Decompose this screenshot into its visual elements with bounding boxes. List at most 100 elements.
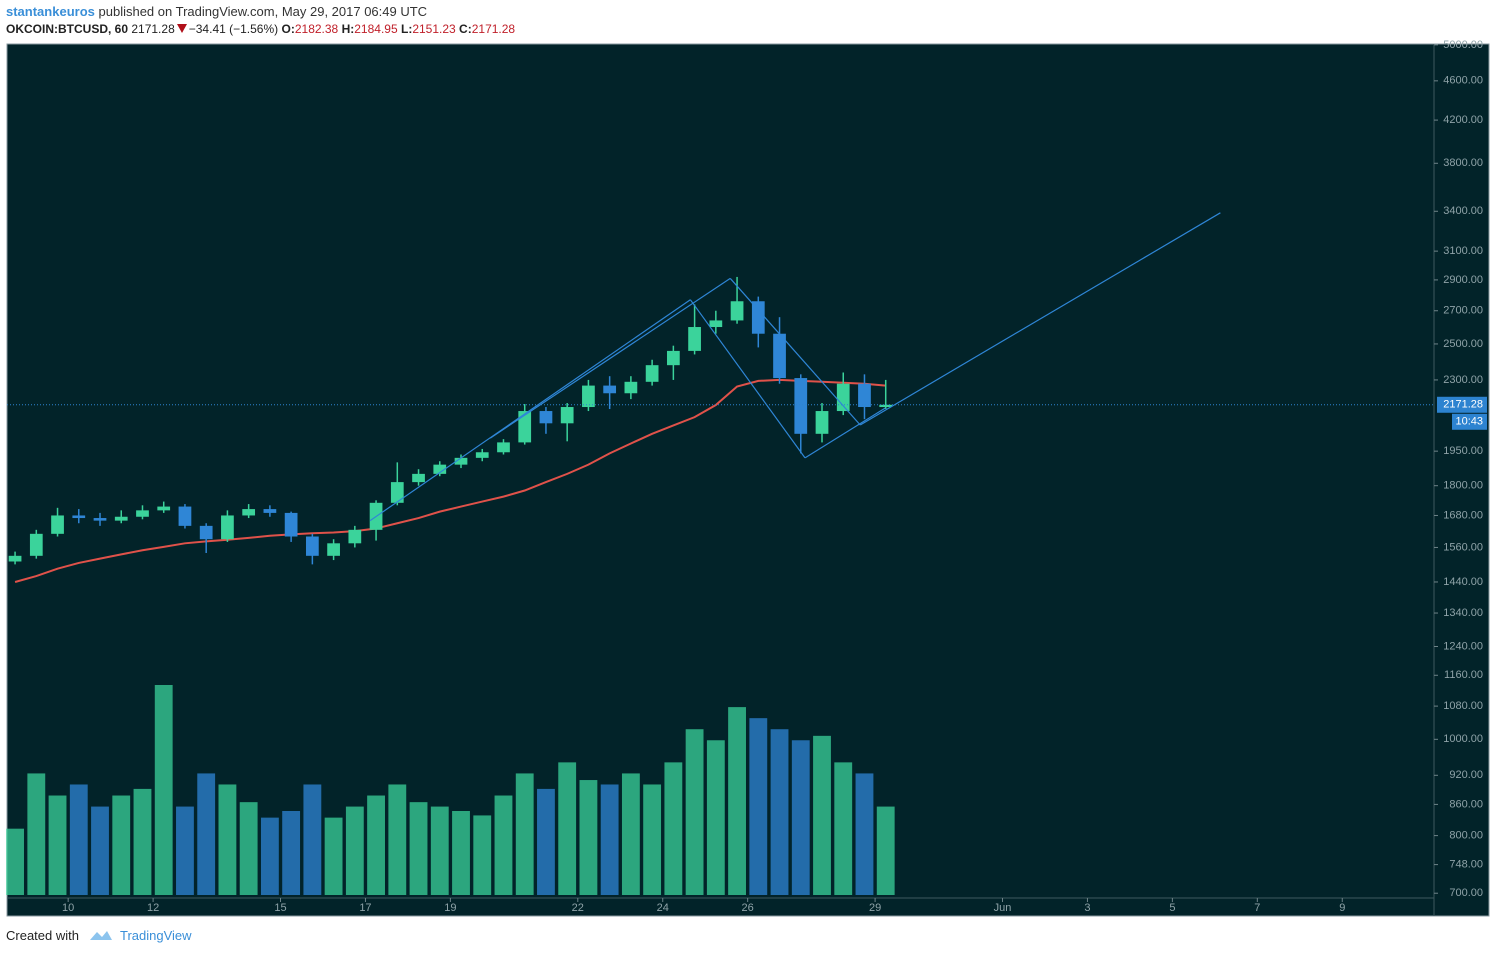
volume-bar: [706, 740, 725, 895]
candle-body: [560, 407, 574, 424]
author[interactable]: stantankeuros: [6, 4, 95, 19]
candle-body: [666, 350, 680, 366]
candle-body: [8, 555, 22, 562]
candle-body: [51, 515, 64, 534]
y-tick-label: 1800.00: [1443, 480, 1483, 492]
candle-body: [858, 383, 871, 408]
candle-body: [582, 385, 595, 408]
brand[interactable]: TradingView: [120, 928, 192, 943]
volume-bar: [430, 806, 449, 895]
candle-body: [539, 411, 553, 424]
y-tick-label: 1080.00: [1443, 700, 1483, 712]
volume-bar: [6, 828, 24, 895]
y-tick-label: 2900.00: [1443, 274, 1483, 286]
x-tick-label: 5: [1169, 902, 1175, 914]
candle-body: [688, 327, 701, 351]
volume-bar: [728, 707, 746, 895]
candle-body: [136, 510, 149, 517]
open: 2182.38: [294, 22, 339, 36]
y-tick-label: 1240.00: [1443, 640, 1483, 652]
y-tick-label: 2300.00: [1443, 374, 1483, 386]
volume-bar: [69, 784, 88, 895]
y-tick-label: 860.00: [1449, 798, 1483, 810]
candle-body: [72, 515, 86, 519]
volume-bar: [452, 811, 470, 895]
candle-body: [497, 442, 510, 453]
x-tick-label: Jun: [994, 902, 1012, 914]
close: 2171.28: [471, 22, 516, 36]
y-tick-label: 4600.00: [1443, 75, 1483, 87]
volume-bar: [388, 784, 407, 895]
x-tick-label: 12: [147, 902, 159, 914]
volume-bar: [367, 795, 385, 895]
trend-line: [804, 407, 886, 459]
x-tick-label: 7: [1254, 902, 1260, 914]
high-label: H:: [341, 22, 355, 36]
candle-body: [348, 529, 362, 544]
down-icon: [176, 24, 187, 33]
last: 2171.28: [131, 22, 175, 36]
header: stantankeuros published on TradingView.c…: [6, 4, 427, 19]
volume-bar: [791, 740, 810, 895]
volume-bar: [176, 806, 194, 895]
last-price-label: 2171.28: [1443, 399, 1483, 411]
low-label: L:: [400, 22, 413, 36]
volume-bar: [600, 784, 619, 895]
y-tick-label: 2700.00: [1443, 305, 1483, 317]
candle-body: [157, 506, 171, 511]
volume-bar: [154, 685, 173, 895]
volume-bar: [834, 762, 853, 895]
low: 2151.23: [412, 22, 456, 36]
candle-body: [412, 473, 425, 483]
candle-body: [178, 506, 192, 526]
volume-bar: [239, 802, 258, 895]
candle-body: [645, 365, 659, 382]
logo: [89, 931, 112, 940]
y-tick-label: 1440.00: [1443, 576, 1483, 588]
candle-body: [624, 381, 638, 394]
candle-body: [433, 464, 447, 474]
volume-bar: [197, 773, 216, 895]
volume-bar: [855, 773, 874, 895]
x-tick-label: 26: [742, 902, 754, 914]
candle-body: [794, 378, 808, 434]
chart-pane: [6, 43, 1490, 917]
change: −34.41 (−1.56%): [188, 22, 279, 36]
volume-bar: [260, 817, 279, 895]
volume-bar: [813, 735, 831, 895]
y-tick-label: 1000.00: [1443, 733, 1483, 745]
trend-line: [859, 212, 1221, 426]
candle-body: [390, 482, 404, 503]
y-tick-label: 1160.00: [1444, 669, 1483, 681]
volume-bar: [409, 802, 428, 895]
published: published on TradingView.com, May 29, 20…: [98, 4, 428, 19]
candle-body: [603, 385, 617, 394]
candle-body: [242, 509, 256, 516]
trend-line: [689, 299, 806, 459]
y-tick-label: 1560.00: [1443, 541, 1483, 553]
candle-body: [305, 536, 319, 556]
candle-body: [454, 457, 468, 465]
y-tick-label: 748.00: [1449, 859, 1483, 871]
y-tick-label: 3100.00: [1443, 245, 1483, 257]
candle-body: [93, 518, 107, 521]
volume-bar: [473, 815, 492, 895]
y-tick-label: 1680.00: [1443, 509, 1483, 521]
volume-bar: [643, 784, 662, 895]
open-label: O:: [281, 22, 295, 36]
volume-bar: [621, 773, 640, 895]
volume-bar: [494, 795, 513, 895]
volume-bar: [48, 795, 67, 895]
volume-bar: [133, 788, 152, 895]
y-tick-label: 1340.00: [1443, 607, 1483, 619]
volume-bar: [685, 729, 704, 895]
y-tick-label: 800.00: [1449, 830, 1483, 842]
footer: Created with TradingView: [6, 928, 192, 943]
candle-body: [327, 543, 340, 556]
volume-bar: [515, 773, 534, 895]
volume-bar: [579, 780, 598, 895]
x-tick-label: 3: [1084, 902, 1090, 914]
volume-bar: [749, 718, 768, 895]
x-tick-label: 19: [444, 902, 456, 914]
chart: 5000.004600.004200.003800.003400.003100.…: [6, 39, 1490, 917]
